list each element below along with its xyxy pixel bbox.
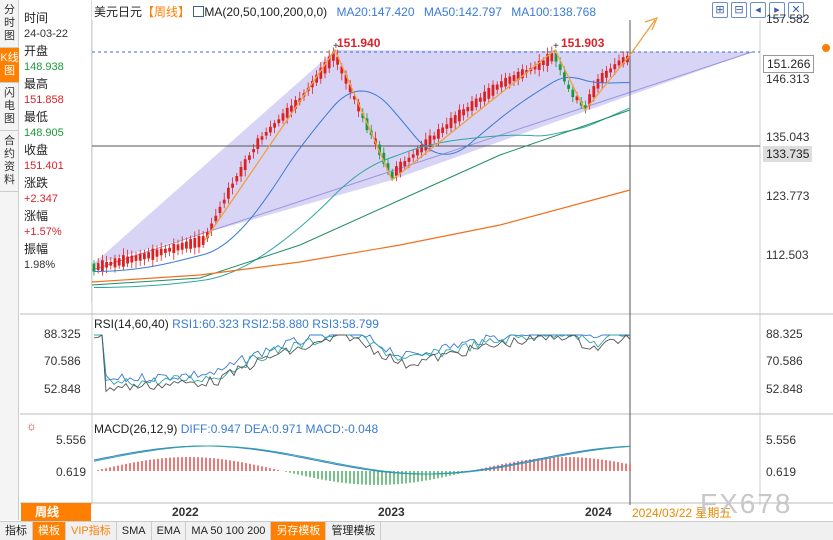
rsi2-value: RSI2:58.880 xyxy=(242,317,309,331)
ma50-value: MA50:142.797 xyxy=(423,5,502,19)
ma100-line xyxy=(91,109,631,286)
rsi-tick-left: 88.325 xyxy=(44,327,81,341)
wave-zigzag xyxy=(204,19,656,241)
price-tick: 146.313 xyxy=(766,72,810,86)
tab-timeshare[interactable]: 分时图 xyxy=(0,0,19,48)
ma100-value: MA100:138.768 xyxy=(511,5,597,19)
rsi3-value: RSI3:58.799 xyxy=(312,317,379,331)
zoom-out-icon[interactable]: ⊟ xyxy=(731,2,747,18)
price-tick: 135.043 xyxy=(766,130,810,144)
bottom-toolbar: 指标 模板 VIP指标 SMA EMA MA 50 100 200 另存模板 管… xyxy=(0,521,833,540)
macd-value: MACD:-0.048 xyxy=(305,422,379,436)
open-label: 开盘 xyxy=(24,44,49,58)
high-label: 最高 xyxy=(24,77,49,91)
period-selector[interactable]: 周线 xyxy=(21,503,91,521)
macd-header: MACD(26,12,9) DIFF:0.947 DEA:0.971 MACD:… xyxy=(94,422,378,436)
macd-params[interactable]: MACD(26,12,9) xyxy=(94,422,178,436)
rsi-tick-left: 52.848 xyxy=(44,382,81,396)
candlestick-series xyxy=(92,46,629,276)
year-label: 2022 xyxy=(172,505,199,519)
amp-label: 振幅 xyxy=(24,242,49,256)
macd-tick-right: 5.556 xyxy=(766,433,797,447)
macd-panel xyxy=(93,445,631,485)
chart-header: 美元日元【周线】 MA(20,50,100,200,0,0) MA20:147.… xyxy=(94,3,596,20)
diff-value: DIFF:0.947 xyxy=(180,422,241,436)
close-label: 收盘 xyxy=(24,143,49,157)
amp-value: 1.98% xyxy=(24,259,56,271)
reset-icon[interactable]: ✕ xyxy=(788,2,804,18)
symbol-name: 美元日元 xyxy=(94,5,143,19)
period-tag: 【周线】 xyxy=(142,5,191,19)
cursor-date: 2024/03/22 星期五 xyxy=(632,506,732,520)
rsi-tick-right: 88.325 xyxy=(766,327,803,341)
ma-line xyxy=(93,107,631,289)
alert-dot-icon xyxy=(822,44,830,52)
open-value: 148.938 xyxy=(24,61,64,73)
year-label: 2023 xyxy=(378,505,405,519)
ma-line xyxy=(93,76,631,273)
pct-value: +1.57% xyxy=(24,226,62,238)
price-tick: 123.773 xyxy=(766,189,810,203)
peak-label-left: 151.940 xyxy=(337,36,381,50)
ma200-line xyxy=(91,189,631,283)
tab-sma[interactable]: SMA xyxy=(117,522,152,540)
ma-params[interactable]: MA(20,50,100,200,0,0) xyxy=(204,5,328,19)
peak-marker-right: + xyxy=(553,41,559,52)
rsi-params[interactable]: RSI(14,60,40) xyxy=(94,317,169,331)
rsi-tick-right: 52.848 xyxy=(766,382,803,396)
tab-ma-50-100-200[interactable]: MA 50 100 200 xyxy=(186,522,272,540)
zoom-in-icon[interactable]: ⊞ xyxy=(712,2,728,18)
macd-tick-left: 5.556 xyxy=(56,433,87,447)
rsi1-value: RSI1:60.323 xyxy=(172,317,239,331)
rsi-tick-right: 70.586 xyxy=(766,354,803,368)
tab-contract-info[interactable]: 合约资料 xyxy=(0,131,19,192)
change-label: 涨跌 xyxy=(24,176,49,190)
macd-line xyxy=(93,445,631,475)
peak-marker-left: + xyxy=(333,41,339,52)
dea-value: DEA:0.971 xyxy=(244,422,303,436)
close-value: 151.401 xyxy=(24,160,64,172)
peak-label-right: 151.903 xyxy=(561,36,605,50)
low-value: 148.905 xyxy=(24,127,64,139)
save-template-button[interactable]: 另存模板 xyxy=(271,522,327,540)
high-value: 151.858 xyxy=(24,94,64,106)
tab-kline[interactable]: K线图 xyxy=(0,48,19,83)
pct-label: 涨幅 xyxy=(24,209,49,223)
rsi-tick-left: 70.586 xyxy=(44,354,81,368)
low-label: 最低 xyxy=(24,110,49,124)
scroll-left-icon[interactable]: ◂ xyxy=(750,2,766,18)
price-tick: 157.582 xyxy=(766,12,810,26)
arrow-icon xyxy=(644,16,659,31)
tab-template[interactable]: 模板 xyxy=(33,522,66,540)
price-chart[interactable]: + + xyxy=(0,0,833,521)
time-value: 24-03-22 xyxy=(24,28,69,40)
year-label: 2024 xyxy=(585,505,612,519)
change-value: +2.347 xyxy=(24,193,58,205)
price-tick: 112.503 xyxy=(766,248,809,262)
chart-type-icon[interactable] xyxy=(193,6,205,17)
rsi-line xyxy=(93,334,631,393)
time-label: 时间 xyxy=(24,11,49,25)
current-price-tag: 151.266 xyxy=(763,55,815,73)
triangle-edge xyxy=(91,51,753,271)
rsi-panel xyxy=(93,334,631,393)
left-tab-bar: 分时图 K线图 闪电图 合约资料 xyxy=(0,0,19,520)
scroll-right-icon[interactable]: ▸ xyxy=(769,2,785,18)
settings-sun-icon[interactable]: ☼ xyxy=(26,419,37,433)
ma20-value: MA20:147.420 xyxy=(336,5,415,19)
macd-tick-left: 0.619 xyxy=(56,465,87,479)
tab-ema[interactable]: EMA xyxy=(152,522,187,540)
watermark-logo: FX678 xyxy=(700,488,793,519)
tab-flash[interactable]: 闪电图 xyxy=(0,83,19,131)
rsi-header: RSI(14,60,40) RSI1:60.323 RSI2:58.880 RS… xyxy=(94,317,379,331)
tab-vip-indicator[interactable]: VIP指标 xyxy=(66,522,117,540)
cursor-price-tag: 133.735 xyxy=(763,146,813,162)
macd-tick-right: 0.619 xyxy=(766,465,797,479)
tab-indicator[interactable]: 指标 xyxy=(0,522,33,540)
chart-toolbar: ⊞ ⊟ ◂ ▸ ✕ xyxy=(712,2,804,18)
moving-average-lines xyxy=(91,76,631,289)
manage-template-button[interactable]: 管理模板 xyxy=(326,522,382,540)
